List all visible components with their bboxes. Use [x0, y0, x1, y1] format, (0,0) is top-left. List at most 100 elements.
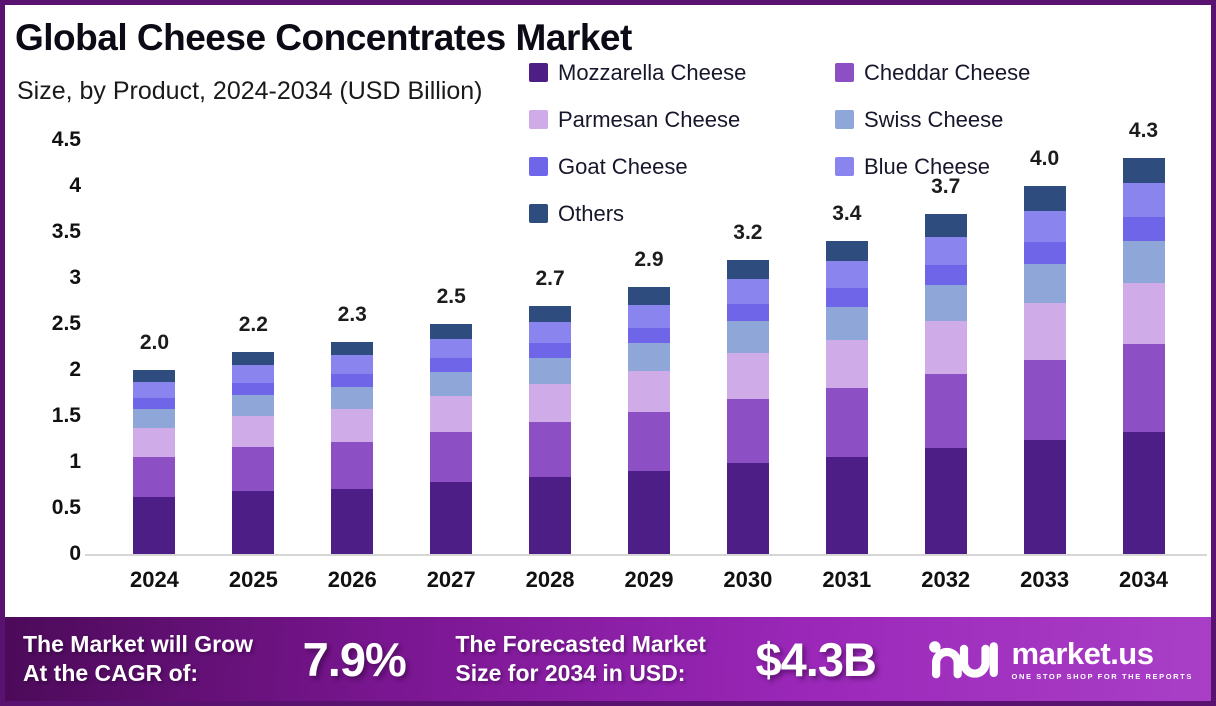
bar-segment — [825, 241, 868, 262]
bar-total-label: 2.7 — [535, 266, 565, 290]
bar-total-label: 3.4 — [832, 202, 862, 226]
stacked-bar — [331, 342, 374, 554]
cagr-label-line1: The Market will Grow — [23, 631, 254, 657]
bar-segment — [331, 386, 374, 409]
stacked-bar — [529, 305, 572, 554]
legend-swatch-icon — [529, 204, 548, 223]
bar-segment — [825, 288, 868, 307]
bar-segment — [430, 482, 473, 554]
stacked-bar — [133, 370, 176, 554]
bar-segment — [232, 351, 275, 366]
cagr-label: The Market will Grow At the CAGR of: — [23, 630, 253, 688]
brand-name: market.us — [1011, 635, 1154, 671]
bar-total-label: 4.0 — [1030, 147, 1060, 171]
bar-segment — [1023, 302, 1066, 360]
bar-segment — [825, 339, 868, 389]
bar-group: 2.0 — [105, 5, 204, 554]
bar-group: 4.3 — [1094, 5, 1193, 554]
bar-segment — [133, 397, 176, 409]
bar-segment — [1122, 282, 1165, 345]
bar-segment — [924, 373, 967, 449]
bar-segment — [133, 496, 176, 554]
legend-label: Goat Cheese — [558, 153, 688, 179]
legend-column-1: Mozzarella Cheese Parmesan Cheese Goat Che… — [529, 49, 835, 237]
legend-item: Parmesan Cheese — [529, 96, 835, 143]
bar-segment — [1023, 359, 1066, 440]
bar-segment — [825, 306, 868, 340]
x-tick-label: 2026 — [327, 567, 377, 592]
plot-area: 2.0 2.2 2.3 2.5 2.7 2.9 3.2 3.4 3.7 4.0 4.3 — [105, 5, 1193, 554]
bar-group: 2.7 — [501, 5, 600, 554]
bar-segment — [529, 343, 572, 359]
x-tick-label: 2028 — [525, 567, 575, 592]
stacked-bar — [232, 351, 275, 554]
forecast-label: The Forecasted Market Size for 2034 in U… — [455, 630, 706, 688]
bar-segment — [133, 427, 176, 457]
bar-segment — [430, 358, 473, 372]
bar-segment — [726, 303, 769, 322]
bar-segment — [529, 305, 572, 323]
x-tick-label: 2025 — [228, 567, 278, 592]
legend-item: Blue Cheese — [835, 143, 1030, 190]
stacked-bar — [430, 324, 473, 554]
legend-swatch-icon — [835, 63, 854, 82]
bar-total-label: 3.7 — [931, 174, 961, 198]
legend-swatch-icon — [529, 63, 548, 82]
brand-text: market.us ONE STOP SHOP FOR THE REPORTS — [1011, 635, 1193, 681]
legend-item: Cheddar Cheese — [835, 49, 1030, 96]
x-tick-label: 2030 — [723, 567, 773, 592]
bar-segment — [430, 395, 473, 432]
bar-segment — [430, 431, 473, 483]
page-subtitle: Size, by Product, 2024-2034 (USD Billion… — [17, 77, 483, 105]
bar-total-label: 2.0 — [139, 331, 170, 355]
bar-segment — [924, 448, 967, 554]
bar-segment — [627, 370, 670, 413]
bar-segment — [529, 322, 572, 344]
bar-segment — [924, 265, 967, 286]
bar-segment — [627, 471, 670, 554]
bar-group: 2.3 — [303, 5, 402, 554]
bar-segment — [430, 324, 473, 339]
bar-segment — [1023, 210, 1066, 243]
bar-segment — [133, 382, 176, 398]
bar-segment — [133, 408, 176, 428]
legend-label: Mozzarella Cheese — [558, 59, 747, 85]
bar-segment — [726, 462, 769, 554]
bar-segment — [1122, 431, 1165, 554]
bar-segment — [924, 321, 967, 374]
bar-segment — [726, 278, 769, 304]
stacked-bar — [1023, 186, 1066, 554]
y-tick-label: 4 — [69, 174, 81, 197]
legend-label: Blue Cheese — [864, 153, 990, 179]
bar-segment — [232, 394, 275, 417]
bar-segment — [331, 373, 374, 387]
bar-group: 2.9 — [600, 5, 699, 554]
legend-swatch-icon — [835, 110, 854, 129]
forecast-label-line1: The Forecasted Market — [455, 631, 706, 657]
bar-segment — [924, 213, 967, 237]
bar-segment — [133, 370, 176, 383]
bar-segment — [1023, 439, 1066, 554]
stacked-bar — [825, 241, 868, 554]
bar-segment — [726, 321, 769, 353]
bar-segment — [430, 371, 473, 396]
bar-group: 3.2 — [698, 5, 797, 554]
legend-label: Others — [558, 200, 625, 226]
bar-group: 3.7 — [896, 5, 995, 554]
forecast-label-line2: Size for 2034 in USD: — [455, 660, 686, 686]
bar-segment — [529, 476, 572, 554]
market-us-logo-icon — [928, 641, 998, 679]
x-tick-label: 2032 — [921, 567, 971, 592]
page-title: Global Cheese Concentrates Market — [15, 17, 632, 58]
stacked-bar — [726, 259, 769, 554]
cagr-label-line2: At the CAGR of: — [23, 660, 199, 686]
bar-segment — [627, 412, 670, 472]
footer-banner: The Market will Grow At the CAGR of: 7.9… — [5, 617, 1211, 701]
forecast-value: $4.3B — [755, 632, 877, 686]
brand-logo: market.us ONE STOP SHOP FOR THE REPORTS — [926, 633, 1193, 685]
x-tick-label: 2024 — [129, 567, 179, 592]
bar-segment — [627, 287, 670, 305]
bar-segment — [924, 285, 967, 322]
y-tick-label: 0.5 — [51, 496, 81, 519]
